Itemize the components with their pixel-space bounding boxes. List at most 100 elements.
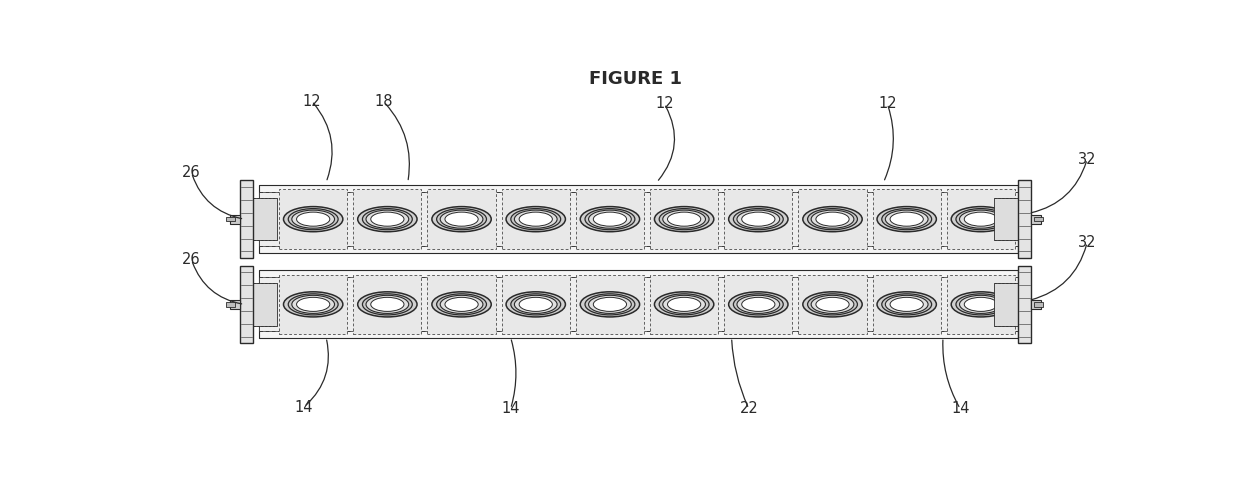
- Ellipse shape: [885, 210, 928, 228]
- Ellipse shape: [520, 297, 552, 311]
- Text: 14: 14: [501, 401, 520, 416]
- Bar: [259, 185, 1018, 253]
- Bar: [259, 192, 1018, 246]
- Ellipse shape: [816, 297, 849, 311]
- Ellipse shape: [296, 297, 330, 311]
- Ellipse shape: [593, 297, 626, 311]
- Bar: [253, 283, 277, 325]
- Bar: [502, 275, 570, 334]
- Ellipse shape: [288, 294, 339, 315]
- Ellipse shape: [511, 294, 560, 315]
- Ellipse shape: [662, 295, 706, 313]
- Ellipse shape: [291, 295, 335, 313]
- Bar: [241, 181, 253, 258]
- Ellipse shape: [956, 209, 1006, 230]
- Bar: [873, 275, 941, 334]
- Ellipse shape: [445, 297, 479, 311]
- Bar: [231, 300, 241, 309]
- Ellipse shape: [965, 297, 997, 311]
- Bar: [873, 189, 941, 249]
- Ellipse shape: [585, 294, 635, 315]
- Bar: [724, 189, 792, 249]
- Bar: [226, 217, 236, 221]
- Ellipse shape: [371, 297, 404, 311]
- Ellipse shape: [877, 292, 936, 317]
- Bar: [799, 189, 867, 249]
- Ellipse shape: [667, 212, 701, 226]
- Text: 32: 32: [1078, 151, 1096, 166]
- Text: 12: 12: [655, 96, 673, 111]
- Bar: [1018, 181, 1030, 258]
- Ellipse shape: [816, 212, 849, 226]
- Ellipse shape: [655, 292, 714, 317]
- Ellipse shape: [589, 210, 631, 228]
- Ellipse shape: [802, 292, 862, 317]
- Ellipse shape: [811, 295, 854, 313]
- Text: 18: 18: [374, 94, 393, 109]
- Ellipse shape: [729, 292, 787, 317]
- Ellipse shape: [511, 209, 560, 230]
- Ellipse shape: [515, 295, 557, 313]
- Ellipse shape: [737, 295, 780, 313]
- Bar: [279, 275, 347, 334]
- Ellipse shape: [951, 207, 1011, 232]
- Ellipse shape: [742, 212, 775, 226]
- Ellipse shape: [432, 292, 491, 317]
- Text: 22: 22: [739, 401, 759, 416]
- Ellipse shape: [729, 207, 787, 232]
- Bar: [575, 275, 644, 334]
- Ellipse shape: [589, 295, 631, 313]
- Text: 14: 14: [295, 399, 314, 414]
- Ellipse shape: [362, 209, 412, 230]
- Ellipse shape: [807, 209, 857, 230]
- Ellipse shape: [284, 292, 342, 317]
- Bar: [724, 275, 792, 334]
- Text: 32: 32: [1078, 235, 1096, 250]
- Bar: [428, 275, 496, 334]
- Ellipse shape: [660, 294, 709, 315]
- Ellipse shape: [284, 207, 342, 232]
- Bar: [947, 189, 1016, 249]
- Ellipse shape: [580, 207, 640, 232]
- Ellipse shape: [960, 295, 1002, 313]
- Ellipse shape: [667, 297, 701, 311]
- Bar: [226, 302, 236, 307]
- Bar: [994, 198, 1018, 240]
- Ellipse shape: [811, 210, 854, 228]
- Bar: [799, 275, 867, 334]
- Ellipse shape: [357, 292, 417, 317]
- Ellipse shape: [440, 295, 482, 313]
- Bar: [259, 271, 1018, 338]
- Bar: [650, 275, 718, 334]
- Bar: [353, 189, 422, 249]
- Ellipse shape: [436, 209, 486, 230]
- Ellipse shape: [890, 297, 924, 311]
- Ellipse shape: [877, 207, 936, 232]
- Bar: [279, 189, 347, 249]
- Ellipse shape: [445, 212, 479, 226]
- Ellipse shape: [593, 212, 626, 226]
- Ellipse shape: [662, 210, 706, 228]
- Text: 26: 26: [182, 165, 201, 180]
- Bar: [1030, 300, 1040, 309]
- Ellipse shape: [890, 212, 924, 226]
- Bar: [353, 275, 422, 334]
- Ellipse shape: [965, 212, 997, 226]
- Bar: [947, 275, 1016, 334]
- Ellipse shape: [520, 212, 552, 226]
- Ellipse shape: [585, 209, 635, 230]
- Ellipse shape: [742, 297, 775, 311]
- Ellipse shape: [357, 207, 417, 232]
- Ellipse shape: [362, 294, 412, 315]
- Ellipse shape: [882, 294, 931, 315]
- Ellipse shape: [960, 210, 1002, 228]
- Bar: [575, 189, 644, 249]
- Ellipse shape: [436, 294, 486, 315]
- Ellipse shape: [956, 294, 1006, 315]
- Ellipse shape: [660, 209, 709, 230]
- Ellipse shape: [655, 207, 714, 232]
- Bar: [231, 214, 241, 224]
- Ellipse shape: [366, 295, 409, 313]
- Bar: [1034, 302, 1043, 307]
- Ellipse shape: [506, 207, 565, 232]
